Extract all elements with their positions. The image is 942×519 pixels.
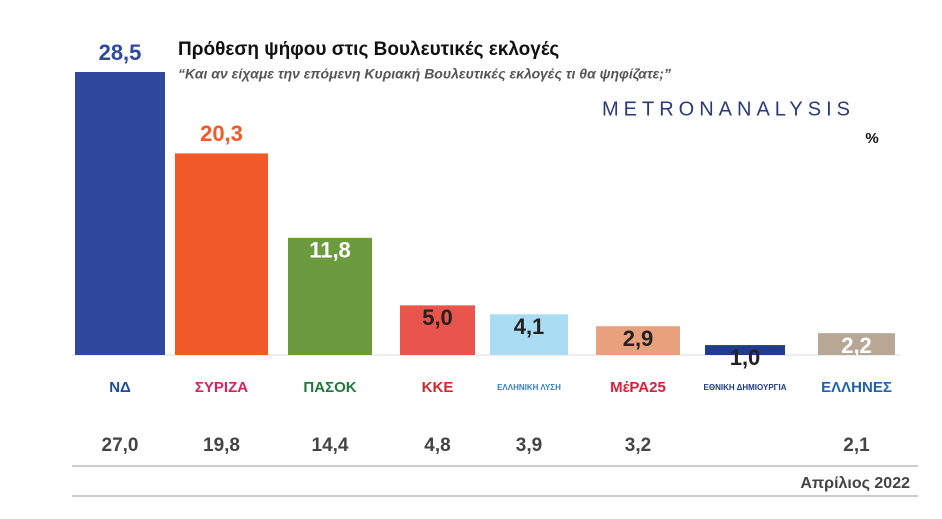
bar (175, 153, 268, 355)
value-label: 4,1 (514, 314, 545, 339)
chart-subtitle: “Και αν είχαμε την επόμενη Κυριακή Βουλε… (178, 66, 671, 82)
value-label: 20,3 (200, 121, 243, 146)
source-logo: METRONANALYSIS (602, 98, 855, 120)
bar (490, 314, 568, 355)
value-label: 1,0 (730, 345, 761, 370)
value-label: 11,8 (309, 238, 351, 263)
value-label: 2,2 (841, 333, 872, 358)
party-logo: ΕΛΛΗΝΙΚΗ ΛΥΣΗ (497, 383, 561, 392)
party-logo: ΠΑΣΟΚ (303, 379, 356, 396)
party-logo: ΚΚΕ (422, 379, 454, 396)
previous-value: 3,9 (516, 435, 542, 456)
party-logo: ΜέΡΑ25 (610, 379, 666, 396)
previous-value: 2,1 (843, 435, 870, 456)
previous-value: 27,0 (102, 435, 139, 456)
party-logo: ΕΛΛΗΝΕΣ (821, 379, 892, 396)
previous-value: 4,8 (424, 435, 450, 456)
value-label: 28,5 (99, 40, 142, 65)
bar (288, 237, 372, 355)
party-logo: ΣΥΡΙΖΑ (195, 379, 248, 396)
value-label: 5,0 (422, 305, 453, 330)
bar (705, 345, 785, 355)
chart-title: Πρόθεση ψήφου στις Βουλευτικές εκλογές (178, 39, 559, 60)
previous-value: 14,4 (312, 435, 349, 456)
date-label: Απρίλιος 2022 (800, 475, 910, 492)
party-logo: ΝΔ (109, 379, 131, 396)
unit-label: % (865, 130, 878, 147)
previous-value: 19,8 (203, 435, 240, 456)
bar (75, 71, 165, 356)
value-label: 2,9 (623, 326, 654, 351)
party-logo: ΕΘΝΙΚΗ ΔΗΜΙΟΥΡΓΙΑ (704, 383, 787, 392)
bar (596, 326, 680, 355)
previous-value: 3,2 (625, 435, 651, 456)
bar (400, 305, 475, 355)
bar (818, 333, 895, 355)
